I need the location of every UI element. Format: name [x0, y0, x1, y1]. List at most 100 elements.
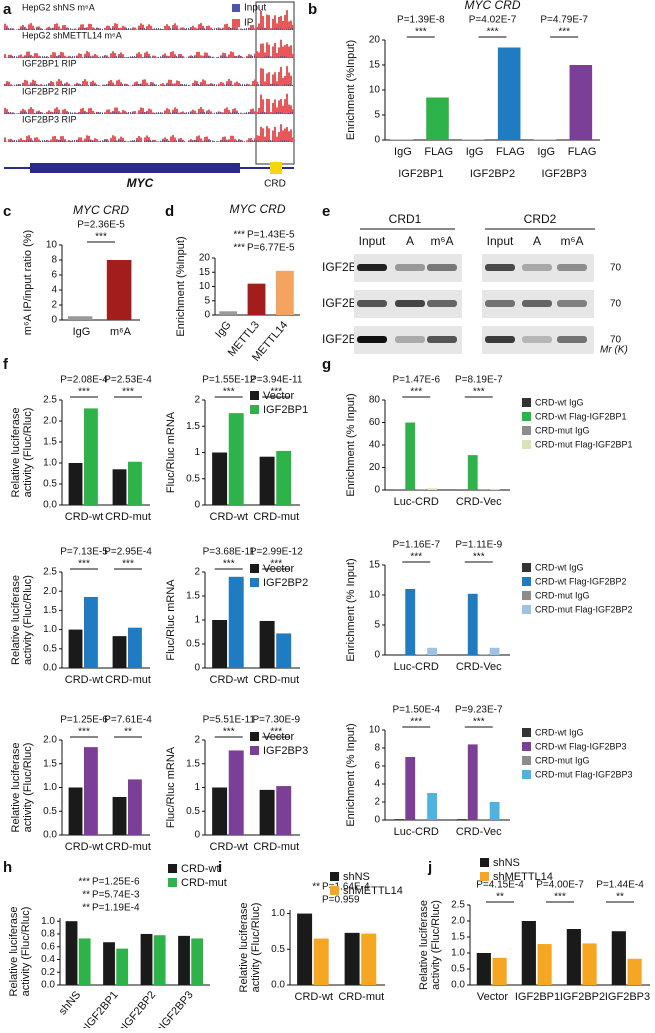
y-axis-label: Relative luciferase	[10, 575, 22, 665]
x-tick-label: IgG	[213, 319, 234, 340]
input-signal	[118, 56, 119, 58]
ip-signal	[86, 81, 88, 86]
input-signal	[136, 29, 137, 30]
ip-signal	[260, 127, 262, 142]
ip-signal	[284, 128, 286, 142]
band	[357, 300, 387, 307]
input-signal	[226, 140, 227, 142]
legend-label: CRD-wt Flag-IGF2BP3	[535, 741, 627, 751]
input-signal	[284, 140, 285, 142]
bar	[314, 939, 329, 985]
band	[395, 300, 425, 307]
ip-signal	[58, 79, 60, 86]
y-tick-label: 80	[369, 395, 381, 406]
input-signal	[82, 57, 83, 58]
input-signal	[194, 56, 195, 58]
legend-swatch	[250, 564, 259, 573]
ip-signal	[286, 127, 288, 142]
significance: ***	[410, 387, 422, 398]
ip-signal	[148, 24, 150, 30]
input-signal	[202, 28, 203, 30]
significance: ***	[554, 892, 566, 903]
input-signal	[272, 113, 273, 114]
y-tick-label: 2.5	[451, 900, 465, 911]
band	[357, 264, 387, 271]
input-signal	[158, 57, 159, 58]
input-signal	[236, 112, 237, 114]
input-signal	[290, 28, 291, 30]
p-value: P=7.13E-5	[60, 547, 108, 558]
bar	[113, 636, 127, 668]
legend-swatch	[168, 878, 177, 887]
input-signal	[166, 84, 167, 86]
ip-signal	[22, 140, 24, 142]
input-signal	[142, 57, 143, 58]
bar	[229, 577, 244, 668]
y-axis-label: Enrichment (% Input)	[345, 723, 357, 826]
input-signal	[4, 113, 5, 114]
input-signal	[132, 56, 133, 58]
ip-signal	[266, 73, 268, 86]
input-signal	[278, 112, 279, 114]
input-signal	[200, 141, 201, 142]
input-signal	[232, 85, 233, 86]
bar	[260, 621, 275, 668]
p-value: P=1.44E-4	[596, 880, 644, 891]
marker-unit: Mr (K)	[600, 345, 628, 356]
ip-signal	[258, 52, 260, 58]
legend-label: shMETTL14	[493, 871, 553, 883]
ip-signal	[122, 110, 124, 114]
ip-signal	[260, 95, 262, 114]
input-signal	[186, 28, 187, 30]
lane-label: Input	[359, 234, 386, 248]
significance: ***	[473, 387, 485, 398]
bar	[154, 935, 166, 985]
p-value: P=1.11E-9	[455, 540, 502, 551]
input-signal	[100, 141, 101, 142]
input-signal	[290, 112, 291, 114]
bar	[79, 938, 91, 985]
input-signal	[16, 56, 17, 58]
legend-label: CRD-mut IgG	[535, 590, 590, 600]
input-signal	[182, 29, 183, 30]
input-signal	[234, 28, 235, 30]
y-tick-label: 6	[51, 270, 57, 281]
y-axis-label: Enrichment (%Input)	[175, 236, 187, 336]
input-signal	[124, 113, 125, 114]
band	[427, 336, 457, 343]
input-signal	[102, 56, 103, 58]
legend-swatch	[480, 872, 489, 881]
input-signal	[250, 56, 251, 58]
input-signal	[172, 85, 173, 86]
y-tick-label: 0.0	[271, 980, 285, 991]
p-value: P=2.36E-5	[77, 220, 125, 231]
input-signal	[274, 84, 275, 86]
ip-signal	[84, 79, 86, 86]
ip-signal	[134, 27, 136, 30]
input-signal	[212, 29, 213, 30]
y-tick-label: 1.5	[43, 758, 57, 769]
p-value: P=3.68E-11	[203, 547, 256, 558]
y-tick-label: 10	[369, 725, 381, 736]
y-tick-label: 0.0	[451, 980, 465, 991]
x-tick-label: shIGF2BP3	[150, 989, 196, 1028]
lane-label: Input	[487, 234, 514, 248]
legend-swatch	[522, 756, 531, 765]
x-tick-label: CRD-mut	[105, 841, 151, 853]
ip-signal	[268, 128, 270, 142]
y-tick-label: 2.5	[43, 395, 57, 406]
input-signal	[282, 85, 283, 86]
y-tick-label: 0	[194, 500, 200, 511]
ip-signal	[204, 80, 206, 86]
input-signal	[204, 112, 205, 114]
input-signal	[190, 141, 191, 142]
input-signal	[78, 113, 79, 114]
input-signal	[242, 140, 243, 142]
panel-letter: g	[322, 356, 331, 373]
ip-signal	[252, 81, 254, 86]
significance: **	[312, 882, 320, 893]
input-signal	[204, 85, 205, 86]
bar	[276, 786, 291, 835]
y-axis-label: activity (Fluc/Rluc)	[22, 743, 34, 833]
ip-signal	[140, 54, 142, 58]
